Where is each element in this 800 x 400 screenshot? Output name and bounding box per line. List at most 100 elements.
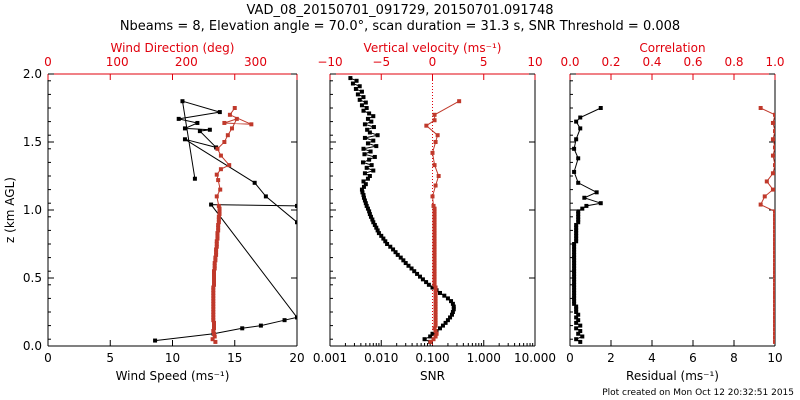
speed-point — [197, 129, 202, 134]
residual-point — [578, 339, 583, 344]
vertical_velocity-point — [432, 112, 437, 117]
bottom-tick-label: 0 — [566, 351, 574, 365]
correlation-point — [758, 106, 763, 110]
snr-point — [371, 168, 376, 173]
direction-point — [212, 323, 216, 328]
snr-point — [361, 193, 366, 198]
correlation-point — [773, 327, 775, 332]
snr-point — [365, 116, 370, 121]
snr-point — [371, 114, 376, 119]
direction-point — [215, 233, 220, 238]
top-axis-title: Vertical velocity (ms⁻¹) — [364, 41, 502, 55]
snr-point — [376, 231, 381, 236]
correlation-point — [773, 209, 775, 214]
vertical_velocity-point — [436, 174, 441, 178]
speed-point — [252, 180, 257, 185]
residual-point — [574, 233, 579, 238]
correlation-point — [758, 202, 763, 207]
direction-point — [216, 178, 221, 183]
snr-point — [367, 212, 372, 217]
direction-point — [212, 320, 216, 325]
direction-point — [212, 274, 216, 279]
residual-point — [576, 331, 581, 336]
correlation-point — [773, 290, 775, 295]
panel-residual: 0 2 4 6 8 10 0.0 0.2 0.4 0.6 0.8 1.0 Residual (ms⁻¹)… — [560, 41, 784, 383]
residual-point — [572, 285, 577, 290]
direction-point — [216, 217, 221, 222]
snr-point — [383, 239, 388, 244]
vertical_velocity-point — [433, 285, 438, 290]
residual-point — [574, 310, 579, 314]
residual-point — [572, 299, 577, 304]
snr-point — [437, 290, 442, 295]
residual-point — [594, 190, 599, 195]
speed-point — [295, 220, 297, 225]
snr-point — [367, 130, 372, 135]
vertical_velocity-point — [432, 228, 437, 233]
speed-point — [182, 126, 187, 131]
snr-point — [379, 233, 384, 238]
direction-point — [218, 167, 223, 172]
correlation-point — [773, 278, 775, 283]
speed-point — [182, 137, 187, 142]
vertical_velocity-point — [435, 133, 440, 138]
direction-point — [212, 269, 216, 274]
snr-point — [417, 274, 422, 279]
speed-point — [209, 202, 214, 207]
vertical_velocity-point — [432, 222, 437, 227]
snr-point — [430, 331, 435, 336]
bottom-axis-title: Wind Speed (ms⁻¹) — [116, 369, 230, 383]
snr-point — [364, 165, 369, 170]
snr-point — [357, 97, 362, 102]
vertical_velocity-point — [433, 304, 438, 309]
residual-point — [574, 228, 579, 233]
correlation-point — [773, 225, 775, 230]
direction-point — [214, 194, 219, 199]
direction-point — [218, 187, 223, 192]
direction-point — [227, 163, 232, 168]
direction-point — [211, 318, 216, 323]
snr-point — [367, 111, 372, 116]
direction-point — [211, 288, 216, 293]
residual-point — [584, 203, 589, 208]
residual-point — [578, 126, 583, 131]
speed-point — [295, 203, 297, 208]
vertical_velocity-point — [433, 318, 438, 323]
snr-point — [449, 299, 454, 304]
top-tick-label: 0 — [44, 55, 52, 69]
snr-point — [369, 119, 374, 124]
direction-point — [216, 225, 221, 230]
top-tick-label: 0.4 — [642, 55, 661, 69]
vertical_velocity-point — [432, 225, 437, 230]
snr-point — [360, 190, 365, 195]
bottom-tick-label: 10.000 — [514, 351, 556, 365]
correlation-point — [773, 233, 775, 238]
correlation-point — [773, 286, 775, 291]
vertical_velocity-point — [433, 310, 438, 314]
snr-point — [374, 225, 379, 230]
direction-point — [214, 252, 219, 257]
correlation-point — [773, 163, 775, 168]
snr-point — [415, 271, 420, 276]
vertical_velocity-point — [432, 220, 437, 225]
direction-point — [227, 112, 232, 117]
residual-point — [598, 106, 603, 110]
direction-point — [217, 209, 222, 214]
vertical_velocity-point — [433, 183, 438, 188]
snr-point — [403, 261, 408, 266]
residual-point — [572, 255, 577, 260]
snr-point — [368, 214, 373, 219]
correlation-point — [773, 217, 775, 222]
direction-point — [211, 315, 216, 320]
top-tick-label: 0.0 — [560, 55, 579, 69]
snr-point — [372, 154, 377, 159]
vertical_velocity-point — [431, 337, 436, 342]
vertical_velocity-point — [433, 334, 438, 339]
vertical_velocity-point — [432, 239, 437, 244]
vertical_velocity-point — [432, 206, 437, 211]
bottom-tick-label: 8 — [730, 351, 738, 365]
snr-point — [443, 320, 448, 325]
residual-point — [572, 261, 577, 266]
direction-point — [229, 126, 234, 131]
